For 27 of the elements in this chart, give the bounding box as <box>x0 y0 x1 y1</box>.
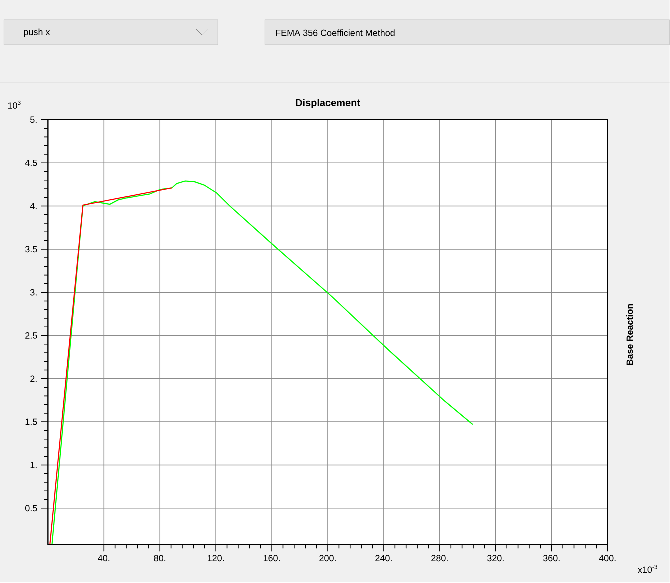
line-series <box>52 180 474 545</box>
x-tick-label: 80. <box>154 555 166 562</box>
x-tick-label: 400. <box>599 555 616 562</box>
x-tick-label: 120. <box>208 555 224 562</box>
x-tick-label: 40. <box>98 555 110 562</box>
text: FEMA 356 Coefficient Method <box>276 30 395 36</box>
y-tick-label: 5. <box>30 116 37 124</box>
chart-title: Displacement <box>296 99 360 109</box>
y-tick-label: 0.5 <box>25 505 38 512</box>
x-tick-label: 360. <box>543 555 560 562</box>
y-tick-label: 1. <box>30 462 37 469</box>
text: 10$^{3}$ <box>8 101 21 110</box>
x-tick-label: 280. <box>432 555 448 562</box>
x-tick-label: 200. <box>320 555 336 562</box>
x-tick-label: 240. <box>376 555 392 562</box>
x-tick-label: 320. <box>487 555 504 562</box>
text: push x <box>24 28 50 38</box>
y-tick-label: 2.5 <box>26 332 38 340</box>
y-tick-label: 1.5 <box>26 419 38 426</box>
y-tick-label: 4. <box>30 203 37 210</box>
y-tick-label: 3.5 <box>25 246 38 253</box>
y-tick-label: 4.5 <box>25 160 38 166</box>
y-tick-label: 3. <box>30 290 37 296</box>
text: x10$^{-3}$ <box>638 565 658 574</box>
x-tick-label: 160. <box>264 555 280 562</box>
y-axis-title: Base Reaction <box>626 304 634 366</box>
y-tick-label: 2. <box>30 376 37 382</box>
